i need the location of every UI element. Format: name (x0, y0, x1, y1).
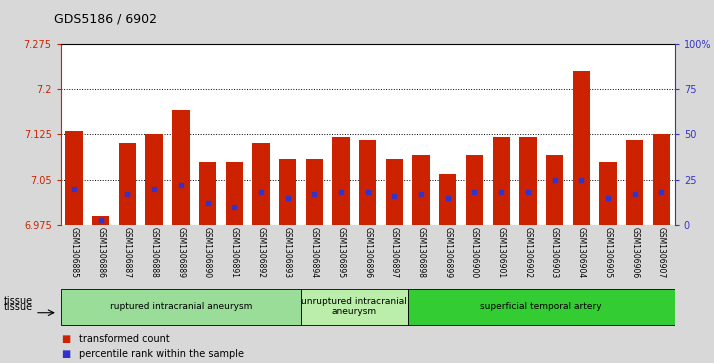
Text: GSM1306888: GSM1306888 (150, 227, 159, 278)
Text: GSM1306902: GSM1306902 (523, 227, 533, 278)
Text: GSM1306906: GSM1306906 (630, 227, 639, 278)
Text: GSM1306892: GSM1306892 (256, 227, 266, 278)
Text: tissue: tissue (4, 296, 33, 306)
Text: superficial temporal artery: superficial temporal artery (481, 302, 602, 311)
Text: GDS5186 / 6902: GDS5186 / 6902 (54, 12, 156, 25)
FancyBboxPatch shape (301, 289, 408, 325)
Bar (519, 137, 536, 225)
Text: GSM1306893: GSM1306893 (283, 227, 292, 278)
Bar (573, 71, 590, 225)
Text: GSM1306896: GSM1306896 (363, 227, 372, 278)
Bar (466, 155, 483, 225)
Text: ruptured intracranial aneurysm: ruptured intracranial aneurysm (110, 302, 252, 311)
Text: GSM1306905: GSM1306905 (603, 227, 613, 278)
Text: unruptured intracranial
aneurysm: unruptured intracranial aneurysm (301, 297, 407, 317)
FancyBboxPatch shape (61, 289, 301, 325)
Bar (493, 137, 510, 225)
Text: GSM1306894: GSM1306894 (310, 227, 319, 278)
Bar (119, 143, 136, 225)
Bar (332, 137, 350, 225)
Bar (146, 134, 163, 225)
Text: GSM1306885: GSM1306885 (69, 227, 79, 278)
Text: GSM1306898: GSM1306898 (416, 227, 426, 278)
Bar (626, 140, 643, 225)
Text: GSM1306899: GSM1306899 (443, 227, 452, 278)
Text: tissue: tissue (4, 302, 33, 312)
Bar (92, 216, 109, 225)
Text: GSM1306901: GSM1306901 (497, 227, 506, 278)
Text: GSM1306886: GSM1306886 (96, 227, 105, 278)
Bar (359, 140, 376, 225)
Bar (413, 155, 430, 225)
Text: transformed count: transformed count (79, 334, 169, 344)
Text: ■: ■ (61, 334, 70, 344)
Bar (279, 159, 296, 225)
Text: ■: ■ (61, 349, 70, 359)
Bar (599, 162, 617, 225)
Bar (226, 162, 243, 225)
Text: GSM1306895: GSM1306895 (336, 227, 346, 278)
Bar (306, 159, 323, 225)
Bar (198, 162, 216, 225)
Text: GSM1306891: GSM1306891 (230, 227, 238, 278)
Text: GSM1306900: GSM1306900 (470, 227, 479, 278)
Text: GSM1306890: GSM1306890 (203, 227, 212, 278)
Bar (546, 155, 563, 225)
Bar (439, 174, 456, 225)
Bar (252, 143, 270, 225)
Text: GSM1306907: GSM1306907 (657, 227, 666, 278)
Text: GSM1306904: GSM1306904 (577, 227, 585, 278)
Text: GSM1306889: GSM1306889 (176, 227, 186, 278)
Text: GSM1306903: GSM1306903 (550, 227, 559, 278)
Bar (386, 159, 403, 225)
Text: percentile rank within the sample: percentile rank within the sample (79, 349, 243, 359)
Bar (653, 134, 670, 225)
Bar (66, 131, 83, 225)
Text: GSM1306897: GSM1306897 (390, 227, 399, 278)
Text: GSM1306887: GSM1306887 (123, 227, 132, 278)
FancyBboxPatch shape (408, 289, 675, 325)
Bar (172, 110, 189, 225)
